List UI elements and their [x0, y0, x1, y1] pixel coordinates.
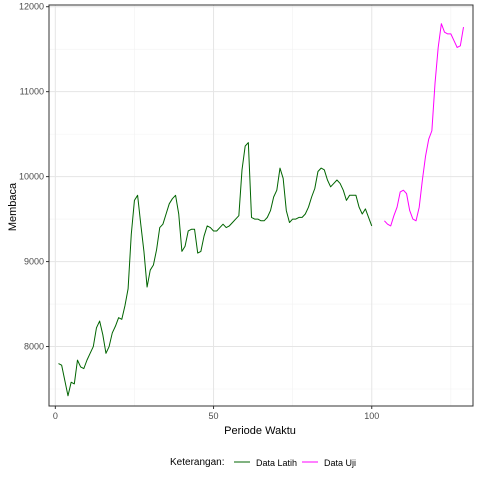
legend: Keterangan: Data Latih Data Uji: [170, 457, 356, 468]
legend-label-data-uji: Data Uji: [324, 458, 356, 468]
y-axis-title: Membaca: [7, 182, 19, 231]
x-tick-label: 0: [53, 411, 58, 421]
series-line-data-uji: [384, 23, 465, 227]
x-tick-label: 100: [364, 411, 379, 421]
y-tick-label: 11000: [20, 87, 44, 97]
plot-panel: [49, 5, 473, 406]
axes: 0 50 100 8000 9000 10000 11000 12000: [19, 2, 379, 421]
grid: [49, 5, 473, 406]
legend-title: Keterangan:: [170, 457, 225, 468]
series-lines: [58, 23, 465, 397]
legend-label-data-latih: Data Latih: [256, 458, 297, 468]
y-tick-label: 9000: [24, 257, 44, 267]
y-tick-label: 10000: [19, 172, 44, 182]
x-axis-title: Periode Waktu: [224, 425, 296, 437]
panel-border: [48, 4, 474, 407]
series-line-data-latih: [58, 142, 373, 397]
panel-fill: [49, 5, 473, 406]
y-tick-label: 12000: [19, 2, 44, 12]
y-tick-label: 8000: [24, 342, 44, 352]
x-tick-label: 50: [209, 411, 219, 421]
